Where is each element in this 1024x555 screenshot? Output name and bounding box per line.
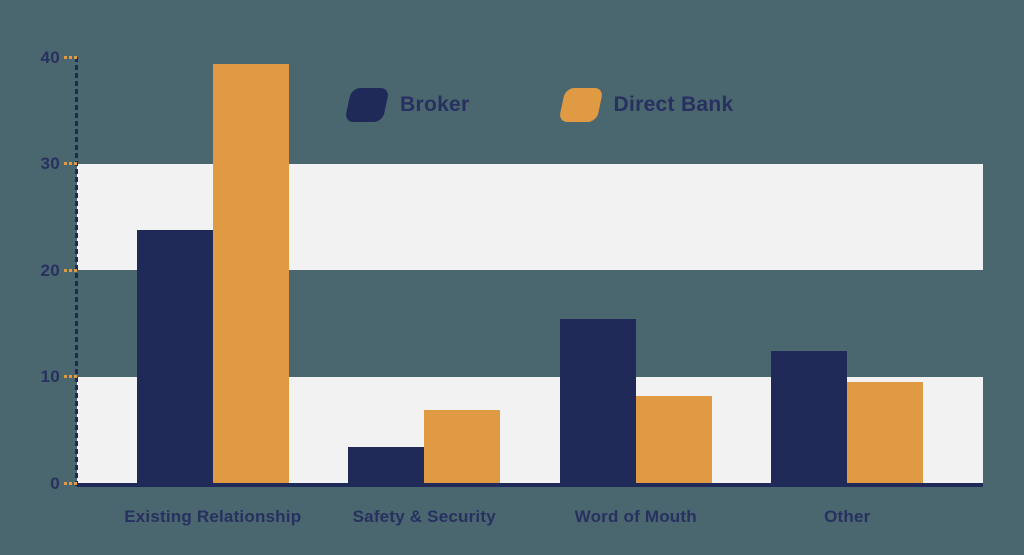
y-axis-line bbox=[74, 57, 78, 487]
bar-broker bbox=[136, 229, 213, 483]
category-label: Other bbox=[824, 507, 871, 526]
bar-broker bbox=[771, 350, 848, 483]
y-tick-label: 40 bbox=[40, 47, 60, 67]
category-label: Word of Mouth bbox=[574, 507, 697, 526]
y-tick-label: 20 bbox=[40, 260, 60, 280]
y-tick-label: 0 bbox=[50, 473, 60, 493]
bar-broker bbox=[348, 446, 425, 483]
legend-label-broker: Broker bbox=[400, 93, 470, 116]
bar-direct-bank bbox=[847, 381, 924, 483]
bar-direct-bank bbox=[635, 395, 712, 483]
y-tick-mark bbox=[64, 268, 77, 272]
y-tick-mark bbox=[64, 375, 77, 378]
y-tick-mark bbox=[64, 55, 77, 59]
y-tick-mark bbox=[64, 481, 77, 485]
y-tick-mark bbox=[64, 162, 77, 165]
bar-broker bbox=[559, 318, 636, 483]
category-label: Existing Relationship bbox=[124, 507, 302, 526]
legend-label-direct-bank: Direct Bank bbox=[613, 93, 734, 116]
legend-item-direct-bank: Direct Bank bbox=[557, 88, 734, 122]
category-label: Safety & Security bbox=[352, 507, 496, 526]
legend: Broker Direct Bank bbox=[344, 88, 734, 122]
bar-direct-bank bbox=[212, 64, 289, 483]
y-tick-label: 30 bbox=[40, 154, 60, 173]
broker-swatch-icon bbox=[344, 88, 390, 122]
direct-bank-swatch-icon bbox=[557, 88, 604, 122]
legend-item-broker: Broker bbox=[344, 88, 470, 122]
y-tick-label: 10 bbox=[40, 367, 60, 386]
x-axis-line bbox=[77, 483, 983, 487]
bar-direct-bank bbox=[424, 409, 501, 483]
